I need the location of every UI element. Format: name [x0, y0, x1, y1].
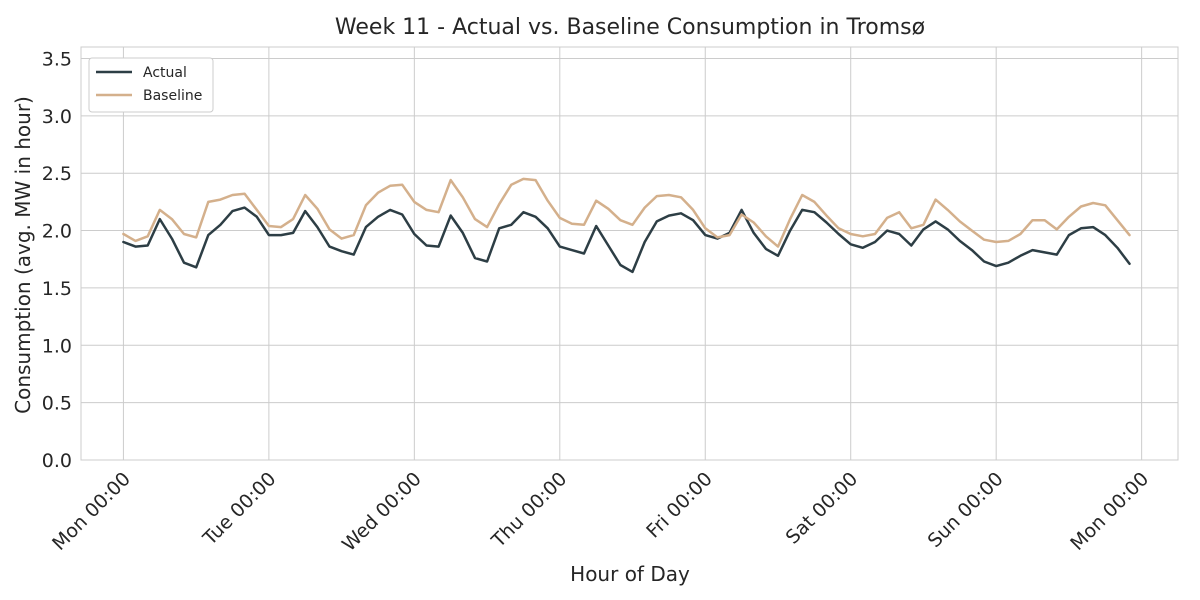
y-tick-label: 0.5 — [42, 393, 72, 415]
y-tick-label: 3.0 — [42, 106, 72, 128]
legend-label-actual: Actual — [143, 65, 187, 81]
plot-frame — [80, 46, 1179, 461]
y-axis-label: Consumption (avg. MW in hour) — [11, 96, 35, 414]
y-tick-labels: 0.0 0.5 1.0 1.5 2.0 2.5 3.0 3.5 — [42, 48, 72, 472]
y-tick-label: 0.0 — [42, 450, 72, 472]
y-tick-label: 2.5 — [42, 163, 72, 185]
legend: Actual Baseline — [88, 57, 214, 113]
legend-label-baseline: Baseline — [143, 88, 202, 104]
y-tick-label: 1.5 — [42, 278, 72, 300]
x-axis-label: Hour of Day — [570, 562, 690, 586]
y-tick-label: 2.0 — [42, 221, 72, 243]
series-group — [122, 177, 1131, 274]
grid — [81, 47, 1178, 461]
chart-title: Week 11 - Actual vs. Baseline Consumptio… — [335, 15, 925, 40]
series-line-baseline — [122, 177, 1131, 248]
series-line-actual — [122, 206, 1131, 274]
y-tick-label: 1.0 — [42, 335, 72, 357]
y-tick-label: 3.5 — [42, 48, 72, 70]
